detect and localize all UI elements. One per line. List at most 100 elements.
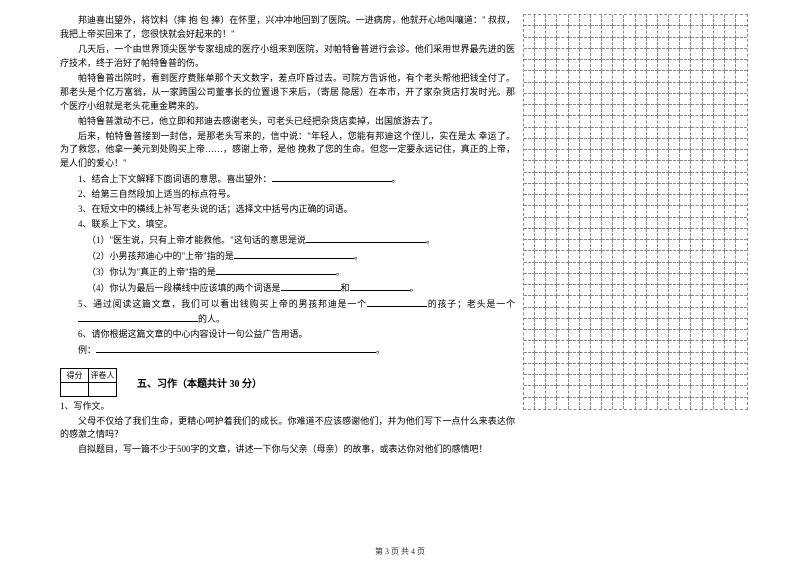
grid-cell[interactable] (680, 206, 691, 217)
grid-cell[interactable] (680, 240, 691, 251)
grid-cell[interactable] (546, 116, 557, 127)
grid-cell[interactable] (703, 330, 714, 341)
grid-cell[interactable] (725, 83, 736, 94)
grid-cell[interactable] (557, 263, 568, 274)
grid-cell[interactable] (691, 49, 702, 60)
grid-cell[interactable] (569, 353, 580, 364)
grid-cell[interactable] (669, 274, 680, 285)
grid-cell[interactable] (557, 195, 568, 206)
grid-cell[interactable] (591, 386, 602, 397)
grid-cell[interactable] (658, 38, 669, 49)
grid-cell[interactable] (535, 353, 546, 364)
grid-cell[interactable] (569, 375, 580, 386)
grid-cell[interactable] (736, 398, 747, 409)
grid-cell[interactable] (569, 240, 580, 251)
grid-cell[interactable] (691, 116, 702, 127)
grid-cell[interactable] (725, 251, 736, 262)
grid-cell[interactable] (591, 161, 602, 172)
grid-cell[interactable] (524, 319, 535, 330)
grid-cell[interactable] (658, 60, 669, 71)
grid-cell[interactable] (624, 83, 635, 94)
grid-cell[interactable] (703, 240, 714, 251)
grid-cell[interactable] (557, 49, 568, 60)
grid-cell[interactable] (691, 251, 702, 262)
grid-cell[interactable] (557, 240, 568, 251)
grid-cell[interactable] (602, 398, 613, 409)
grid-cell[interactable] (647, 353, 658, 364)
grid-cell[interactable] (736, 83, 747, 94)
grid-cell[interactable] (658, 218, 669, 229)
grid-cell[interactable] (557, 353, 568, 364)
grid-cell[interactable] (535, 60, 546, 71)
grid-cell[interactable] (535, 116, 546, 127)
grid-cell[interactable] (580, 139, 591, 150)
grid-cell[interactable] (725, 375, 736, 386)
grid-cell[interactable] (557, 364, 568, 375)
grid-cell[interactable] (658, 26, 669, 37)
grid-cell[interactable] (658, 173, 669, 184)
grid-cell[interactable] (669, 353, 680, 364)
grid-cell[interactable] (524, 330, 535, 341)
grid-cell[interactable] (725, 173, 736, 184)
grid-cell[interactable] (725, 285, 736, 296)
grid-cell[interactable] (624, 330, 635, 341)
grid-cell[interactable] (658, 161, 669, 172)
grid-cell[interactable] (658, 274, 669, 285)
grid-cell[interactable] (736, 285, 747, 296)
grid-cell[interactable] (658, 83, 669, 94)
grid-cell[interactable] (524, 218, 535, 229)
grid-cell[interactable] (691, 195, 702, 206)
grid-cell[interactable] (535, 83, 546, 94)
grid-cell[interactable] (602, 375, 613, 386)
grid-cell[interactable] (524, 15, 535, 26)
grid-cell[interactable] (647, 218, 658, 229)
grid-cell[interactable] (580, 319, 591, 330)
grid-cell[interactable] (535, 150, 546, 161)
grid-cell[interactable] (736, 139, 747, 150)
grid-cell[interactable] (524, 116, 535, 127)
grid-cell[interactable] (591, 240, 602, 251)
grid-cell[interactable] (557, 206, 568, 217)
grid-cell[interactable] (680, 173, 691, 184)
grid-cell[interactable] (647, 94, 658, 105)
grid-cell[interactable] (736, 15, 747, 26)
grid-cell[interactable] (647, 296, 658, 307)
grid-cell[interactable] (669, 83, 680, 94)
grid-cell[interactable] (703, 184, 714, 195)
grid-cell[interactable] (569, 71, 580, 82)
grid-cell[interactable] (591, 38, 602, 49)
grid-cell[interactable] (591, 296, 602, 307)
grid-cell[interactable] (658, 240, 669, 251)
grid-cell[interactable] (569, 15, 580, 26)
grid-cell[interactable] (714, 105, 725, 116)
grid-cell[interactable] (591, 353, 602, 364)
grid-cell[interactable] (602, 319, 613, 330)
grid-cell[interactable] (636, 184, 647, 195)
grid-cell[interactable] (636, 60, 647, 71)
grid-cell[interactable] (535, 161, 546, 172)
grid-cell[interactable] (714, 60, 725, 71)
grid-cell[interactable] (524, 60, 535, 71)
grid-cell[interactable] (680, 60, 691, 71)
grid-cell[interactable] (647, 319, 658, 330)
grid-cell[interactable] (725, 116, 736, 127)
grid-cell[interactable] (636, 251, 647, 262)
grid-cell[interactable] (669, 161, 680, 172)
grid-cell[interactable] (636, 229, 647, 240)
grid-cell[interactable] (535, 38, 546, 49)
grid-cell[interactable] (569, 206, 580, 217)
grid-cell[interactable] (703, 296, 714, 307)
grid-cell[interactable] (658, 263, 669, 274)
grid-cell[interactable] (580, 94, 591, 105)
grid-cell[interactable] (680, 139, 691, 150)
grid-cell[interactable] (636, 353, 647, 364)
grid-cell[interactable] (624, 128, 635, 139)
grid-cell[interactable] (535, 251, 546, 262)
grid-cell[interactable] (546, 161, 557, 172)
grid-cell[interactable] (580, 184, 591, 195)
grid-cell[interactable] (647, 38, 658, 49)
grid-cell[interactable] (691, 364, 702, 375)
grid-cell[interactable] (725, 38, 736, 49)
grid-cell[interactable] (613, 240, 624, 251)
grid-cell[interactable] (714, 296, 725, 307)
